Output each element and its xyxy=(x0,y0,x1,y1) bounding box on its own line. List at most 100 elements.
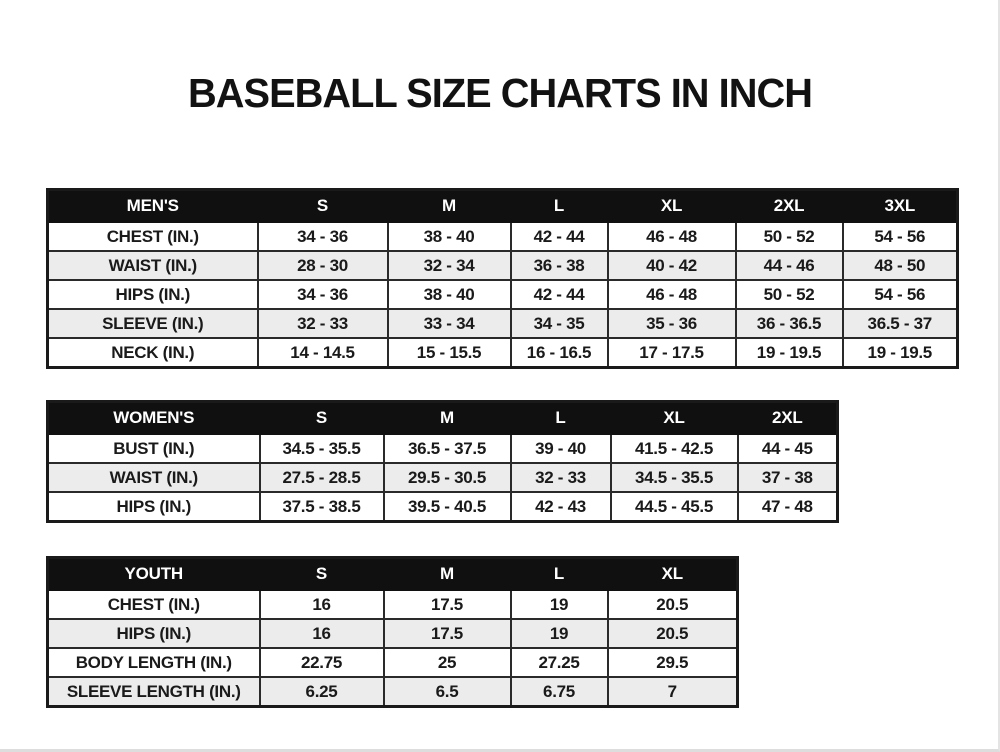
size-header-cell: 2XL xyxy=(734,188,844,223)
table-row: BODY LENGTH (IN.) 22.75 25 27.25 29.5 xyxy=(46,647,739,678)
size-header-cell: S xyxy=(256,188,389,223)
value-cell: 36.5 - 37.5 xyxy=(382,433,512,464)
value-cell: 47 - 48 xyxy=(736,491,839,523)
value-cell: 36 - 36.5 xyxy=(734,308,844,339)
size-header-cell: XL xyxy=(609,400,739,435)
value-cell: 50 - 52 xyxy=(734,279,844,310)
value-cell: 33 - 34 xyxy=(386,308,512,339)
table-title-cell: MEN'S xyxy=(46,188,259,223)
value-cell: 17.5 xyxy=(382,589,512,620)
value-cell: 38 - 40 xyxy=(386,279,512,310)
value-cell: 25 xyxy=(382,647,512,678)
table-row: BUST (IN.) 34.5 - 35.5 36.5 - 37.5 39 - 40 4… xyxy=(46,433,839,464)
value-cell: 29.5 - 30.5 xyxy=(382,462,512,493)
size-header-cell: M xyxy=(386,188,512,223)
value-cell: 42 - 44 xyxy=(509,279,609,310)
value-cell: 29.5 xyxy=(606,647,739,678)
value-cell: 41.5 - 42.5 xyxy=(609,433,739,464)
value-cell: 22.75 xyxy=(258,647,385,678)
page-title: BASEBALL SIZE CHARTS IN INCH xyxy=(188,70,813,116)
value-cell: 34.5 - 35.5 xyxy=(258,433,385,464)
value-cell: 15 - 15.5 xyxy=(386,337,512,369)
value-cell: 27.25 xyxy=(509,647,609,678)
value-cell: 54 - 56 xyxy=(841,221,959,252)
value-cell: 39.5 - 40.5 xyxy=(382,491,512,523)
size-header-cell: XL xyxy=(606,188,737,223)
value-cell: 50 - 52 xyxy=(734,221,844,252)
value-cell: 38 - 40 xyxy=(386,221,512,252)
table-row: SLEEVE (IN.) 32 - 33 33 - 34 34 - 35 35 - 36… xyxy=(46,308,959,339)
value-cell: 16 xyxy=(258,618,385,649)
value-cell: 37 - 38 xyxy=(736,462,839,493)
value-cell: 28 - 30 xyxy=(256,250,389,281)
value-cell: 6.5 xyxy=(382,676,512,708)
value-cell: 17 - 17.5 xyxy=(606,337,737,369)
value-cell: 14 - 14.5 xyxy=(256,337,389,369)
row-label-cell: SLEEVE LENGTH (IN.) xyxy=(46,676,261,708)
size-header-cell: M xyxy=(382,400,512,435)
value-cell: 34 - 36 xyxy=(256,221,389,252)
row-label-cell: BODY LENGTH (IN.) xyxy=(46,647,261,678)
value-cell: 37.5 - 38.5 xyxy=(258,491,385,523)
row-label-cell: NECK (IN.) xyxy=(46,337,259,369)
value-cell: 19 - 19.5 xyxy=(841,337,959,369)
row-label-cell: WAIST (IN.) xyxy=(46,250,259,281)
table-row: WAIST (IN.) 28 - 30 32 - 34 36 - 38 40 - 42 4… xyxy=(46,250,959,281)
size-header-cell: S xyxy=(258,556,385,591)
value-cell: 44 - 46 xyxy=(734,250,844,281)
value-cell: 44.5 - 45.5 xyxy=(609,491,739,523)
size-header-cell: S xyxy=(258,400,385,435)
value-cell: 35 - 36 xyxy=(606,308,737,339)
value-cell: 16 xyxy=(258,589,385,620)
table-row: CHEST (IN.) 16 17.5 19 20.5 xyxy=(46,589,739,620)
size-header-cell: L xyxy=(509,188,609,223)
size-header-cell: XL xyxy=(606,556,739,591)
table-row: WAIST (IN.) 27.5 - 28.5 29.5 - 30.5 32 - 33… xyxy=(46,462,839,493)
value-cell: 7 xyxy=(606,676,739,708)
value-cell: 42 - 44 xyxy=(509,221,609,252)
value-cell: 46 - 48 xyxy=(606,221,737,252)
value-cell: 42 - 43 xyxy=(509,491,612,523)
youth-size-table: YOUTH S M L XL CHEST (IN.) 16 17.5 19 20.5 HIPS (I… xyxy=(46,556,739,708)
value-cell: 36.5 - 37 xyxy=(841,308,959,339)
value-cell: 34 - 36 xyxy=(256,279,389,310)
value-cell: 34.5 - 35.5 xyxy=(609,462,739,493)
table-row: HIPS (IN.) 34 - 36 38 - 40 42 - 44 46 - 48 50… xyxy=(46,279,959,310)
value-cell: 44 - 45 xyxy=(736,433,839,464)
size-header-cell: L xyxy=(509,400,612,435)
size-header-cell: 3XL xyxy=(841,188,959,223)
mens-size-table: MEN'S S M L XL 2XL 3XL CHEST (IN.) 34 - 36 38 - 4… xyxy=(46,188,959,369)
value-cell: 39 - 40 xyxy=(509,433,612,464)
header-row: WOMEN'S S M L XL 2XL xyxy=(46,400,839,435)
value-cell: 19 xyxy=(509,618,609,649)
value-cell: 20.5 xyxy=(606,618,739,649)
row-label-cell: WAIST (IN.) xyxy=(46,462,261,493)
value-cell: 36 - 38 xyxy=(509,250,609,281)
table-title-cell: WOMEN'S xyxy=(46,400,261,435)
value-cell: 6.25 xyxy=(258,676,385,708)
value-cell: 20.5 xyxy=(606,589,739,620)
value-cell: 6.75 xyxy=(509,676,609,708)
row-label-cell: BUST (IN.) xyxy=(46,433,261,464)
table-row: NECK (IN.) 14 - 14.5 15 - 15.5 16 - 16.5 17 … xyxy=(46,337,959,369)
row-label-cell: SLEEVE (IN.) xyxy=(46,308,259,339)
header-row: MEN'S S M L XL 2XL 3XL xyxy=(46,188,959,223)
value-cell: 19 - 19.5 xyxy=(734,337,844,369)
size-header-cell: 2XL xyxy=(736,400,839,435)
womens-size-table: WOMEN'S S M L XL 2XL BUST (IN.) 34.5 - 35.5 36.5… xyxy=(46,400,839,523)
value-cell: 40 - 42 xyxy=(606,250,737,281)
header-row: YOUTH S M L XL xyxy=(46,556,739,591)
value-cell: 54 - 56 xyxy=(841,279,959,310)
size-header-cell: L xyxy=(509,556,609,591)
value-cell: 32 - 34 xyxy=(386,250,512,281)
table-row: CHEST (IN.) 34 - 36 38 - 40 42 - 44 46 - 48 5… xyxy=(46,221,959,252)
value-cell: 17.5 xyxy=(382,618,512,649)
row-label-cell: CHEST (IN.) xyxy=(46,589,261,620)
table-row: HIPS (IN.) 16 17.5 19 20.5 xyxy=(46,618,739,649)
table-row: HIPS (IN.) 37.5 - 38.5 39.5 - 40.5 42 - 43 4… xyxy=(46,491,839,523)
row-label-cell: HIPS (IN.) xyxy=(46,618,261,649)
value-cell: 48 - 50 xyxy=(841,250,959,281)
value-cell: 16 - 16.5 xyxy=(509,337,609,369)
row-label-cell: HIPS (IN.) xyxy=(46,491,261,523)
value-cell: 34 - 35 xyxy=(509,308,609,339)
